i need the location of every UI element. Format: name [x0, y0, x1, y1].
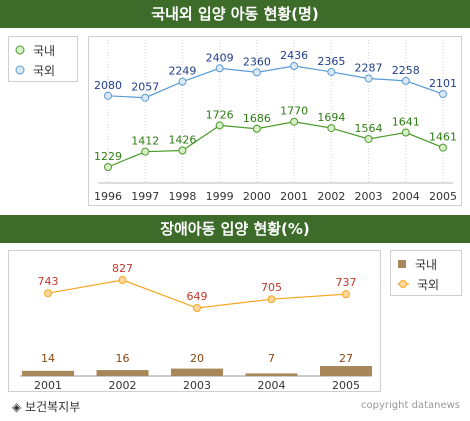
chart2-legend: 국내 국외 — [390, 250, 462, 296]
chart2-legend-item-domestic: 국내 — [391, 254, 461, 274]
chart1-x-tick: 1996 — [94, 190, 122, 203]
chart2-line-label: 649 — [187, 290, 208, 303]
copyright-label: copyright datanews — [361, 400, 460, 411]
chart1-point — [327, 124, 336, 133]
chart1-plot: 1996 1997 1998 1999 2000 2001 2002 2003 2004 2005… — [94, 40, 457, 203]
chart1-x-tick: 2000 — [243, 190, 271, 203]
chart2-legend-label-foreign: 국외 — [417, 277, 440, 292]
chart1-data-label: 2409 — [206, 51, 234, 64]
chart1-data-label: 2258 — [392, 64, 420, 77]
chart1-x-tick: 2005 — [429, 190, 457, 203]
chart1-point — [215, 121, 224, 130]
chart1-point — [178, 77, 187, 86]
chart1-legend: 국내 국외 — [8, 36, 78, 82]
chart1-x-tick: 2003 — [355, 190, 383, 203]
chart1-point — [401, 76, 410, 85]
chart1-series-line — [107, 65, 444, 99]
chart1-x-tick: 2004 — [392, 190, 420, 203]
chart2-x-tick: 2005 — [332, 379, 360, 392]
chart2-bar-label: 16 — [116, 352, 130, 365]
chart1-data-label: 1770 — [280, 105, 308, 118]
chart1-data-label: 2436 — [280, 49, 308, 62]
chart1-data-label: 2360 — [243, 55, 271, 68]
chart2-bar-label: 14 — [41, 352, 55, 365]
chart1-point — [439, 143, 447, 152]
chart2-bar-label: 27 — [339, 352, 353, 365]
chart1-x-tick: 2002 — [317, 190, 345, 203]
chart1-data-label: 2057 — [131, 81, 159, 94]
chart1-point — [364, 74, 373, 83]
chart1-point — [104, 91, 112, 100]
chart1-data-label: 2101 — [429, 77, 457, 90]
chart2-x-tick: 2003 — [183, 379, 211, 392]
chart1-point — [290, 62, 299, 70]
chart2-bar — [320, 366, 372, 376]
chart2-bar — [22, 370, 74, 376]
chart2-point — [118, 276, 127, 284]
chart1-x-tick: 2001 — [280, 190, 308, 203]
chart1-point — [141, 147, 150, 156]
chart2-panel — [8, 250, 381, 392]
chart1-panel — [88, 36, 462, 206]
chart1-data-label: 1229 — [94, 150, 122, 163]
chart1-point — [252, 124, 261, 133]
source-label: ◈ 보건복지부 — [12, 400, 81, 414]
chart2-point — [193, 304, 201, 312]
chart1-legend-label-domestic: 국내 — [33, 43, 56, 58]
chart2-legend-label-domestic: 국내 — [415, 257, 438, 272]
chart1-data-label: 1461 — [429, 131, 457, 144]
chart1-data-label: 2080 — [94, 79, 122, 92]
chart2-x-tick: 2004 — [258, 379, 286, 392]
chart1-data-label: 2249 — [168, 65, 196, 78]
chart1-data-label: 1694 — [317, 111, 345, 124]
chart1-data-label: 1564 — [355, 122, 383, 135]
chart2-bar-label: 7 — [268, 352, 275, 365]
chart1-x-tick: 1998 — [168, 190, 196, 203]
chart1-legend-item-foreign: 국외 — [9, 60, 77, 80]
chart1-point — [401, 128, 410, 137]
chart1-point — [252, 68, 261, 77]
chart1-point — [141, 93, 150, 102]
chart1-data-label: 1641 — [392, 116, 420, 129]
chart2-line-label: 737 — [336, 276, 357, 289]
chart2-line-label: 827 — [112, 262, 133, 275]
chart1-point — [327, 67, 336, 76]
chart2-x-tick: 2001 — [34, 379, 62, 392]
chart1-data-label: 1426 — [168, 134, 196, 147]
chart1-data-label: 1412 — [131, 135, 159, 148]
chart1-data-label: 1686 — [243, 112, 271, 125]
chart2-bar — [171, 368, 223, 376]
chart1-data-label: 2287 — [355, 61, 383, 74]
chart2-point — [44, 289, 52, 298]
chart2-legend-item-foreign: 국외 — [391, 274, 461, 294]
chart2-point — [342, 290, 350, 299]
chart2-line-label: 705 — [261, 281, 282, 294]
chart2-bar-label: 20 — [190, 352, 204, 365]
chart1-point — [215, 64, 224, 73]
chart2-line-label: 743 — [38, 275, 59, 288]
chart1-point — [178, 146, 187, 155]
chart1-point — [104, 163, 112, 171]
chart1-x-tick: 1999 — [206, 190, 234, 203]
chart1-point — [364, 134, 373, 143]
chart1-data-label: 2365 — [317, 55, 345, 68]
chart1-legend-label-foreign: 국외 — [33, 63, 56, 78]
chart1-legend-item-domestic: 국내 — [9, 40, 77, 60]
chart2-bar — [96, 370, 149, 376]
chart2-bar — [245, 373, 298, 376]
chart1-series-line — [107, 121, 444, 168]
chart1-point — [439, 90, 447, 99]
chart1-data-label: 1726 — [206, 108, 234, 121]
chart1-x-tick: 1997 — [131, 190, 159, 203]
chart2-title: 장애아동 입양 현황(%) — [0, 215, 470, 243]
chart1-point — [290, 117, 299, 126]
chart2-point — [267, 295, 276, 304]
chart1-title: 국내외 입양 아동 현황(명) — [0, 0, 470, 28]
chart2-x-tick: 2002 — [109, 379, 137, 392]
